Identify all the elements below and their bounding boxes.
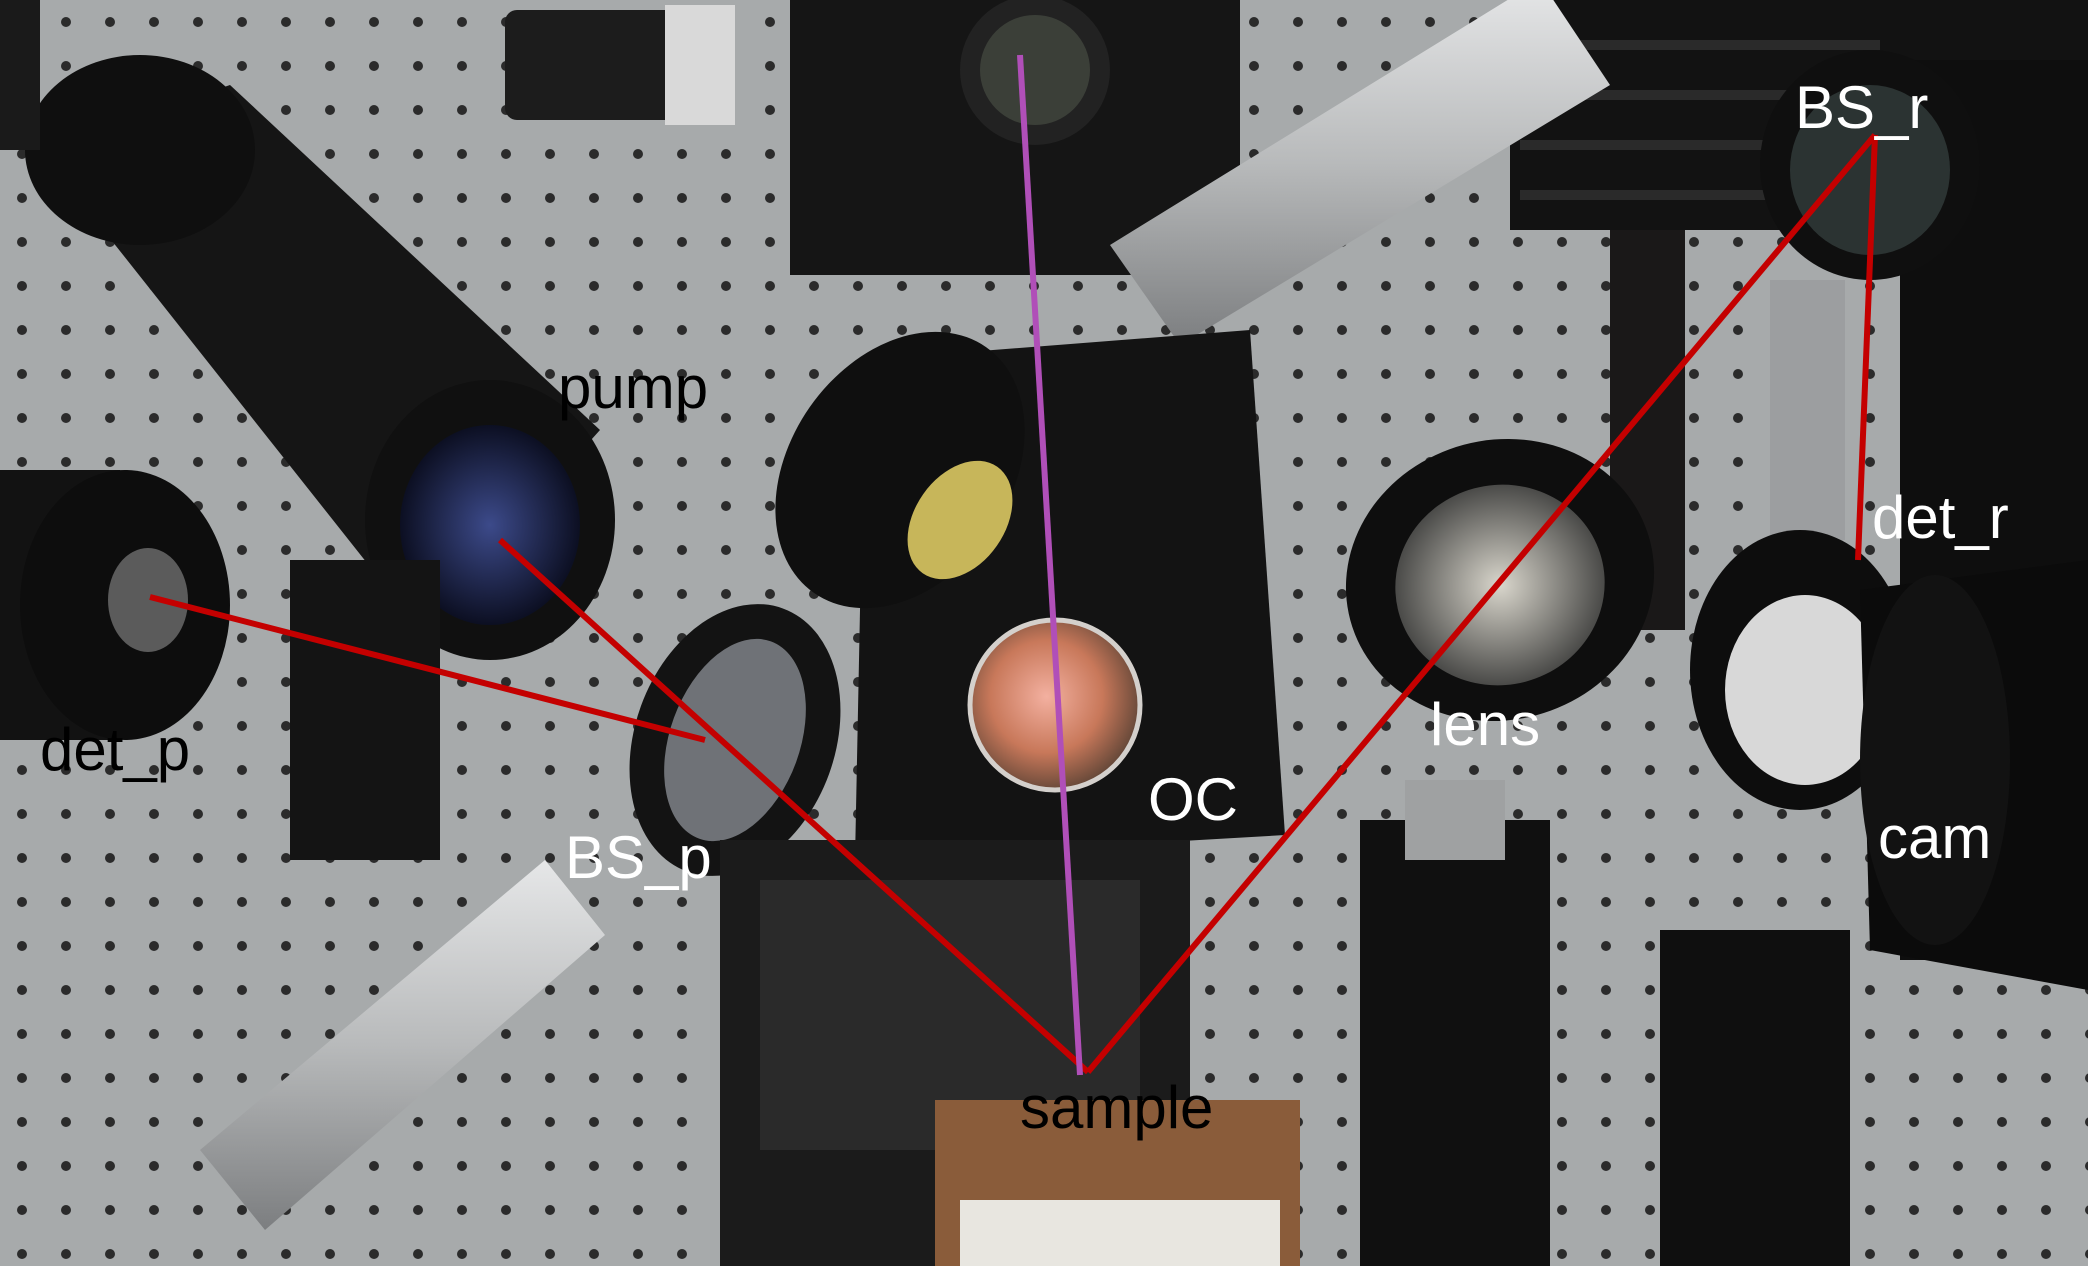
aluminum-rod-top: [1110, 0, 1610, 345]
pump-detector: [0, 470, 230, 740]
reference-beamsplitter-mount: [1760, 50, 1980, 540]
oc-vertical-beam: [1017, 54, 1083, 1076]
output-coupler-mount: [775, 330, 1285, 860]
label-bs-r: BS_r: [1795, 74, 1929, 141]
aluminum-rod-bottom: [200, 860, 605, 1230]
label-sample: sample: [1020, 1074, 1214, 1141]
pump-beamsplitter-mount: [629, 604, 841, 876]
bsp-to-detp-beam: [149, 594, 706, 743]
label-det-r: det_r: [1872, 484, 2009, 551]
label-pump: pump: [558, 354, 709, 421]
reference-detector-and-camera: [1660, 530, 2088, 1266]
pump-beam: [497, 537, 1091, 1075]
label-cam: cam: [1878, 804, 1992, 871]
top-mirror-mount: [505, 0, 1240, 275]
sample-to-bsr-beam: [1085, 133, 1878, 1074]
beam-paths: [149, 54, 1878, 1076]
label-oc: OC: [1148, 766, 1238, 833]
label-det-p: det_p: [40, 716, 191, 783]
sample-stage: [720, 840, 1300, 1266]
label-lens: lens: [1430, 691, 1541, 758]
label-bs-p: BS_p: [565, 824, 712, 891]
bsr-to-detr-beam: [1855, 134, 1878, 561]
